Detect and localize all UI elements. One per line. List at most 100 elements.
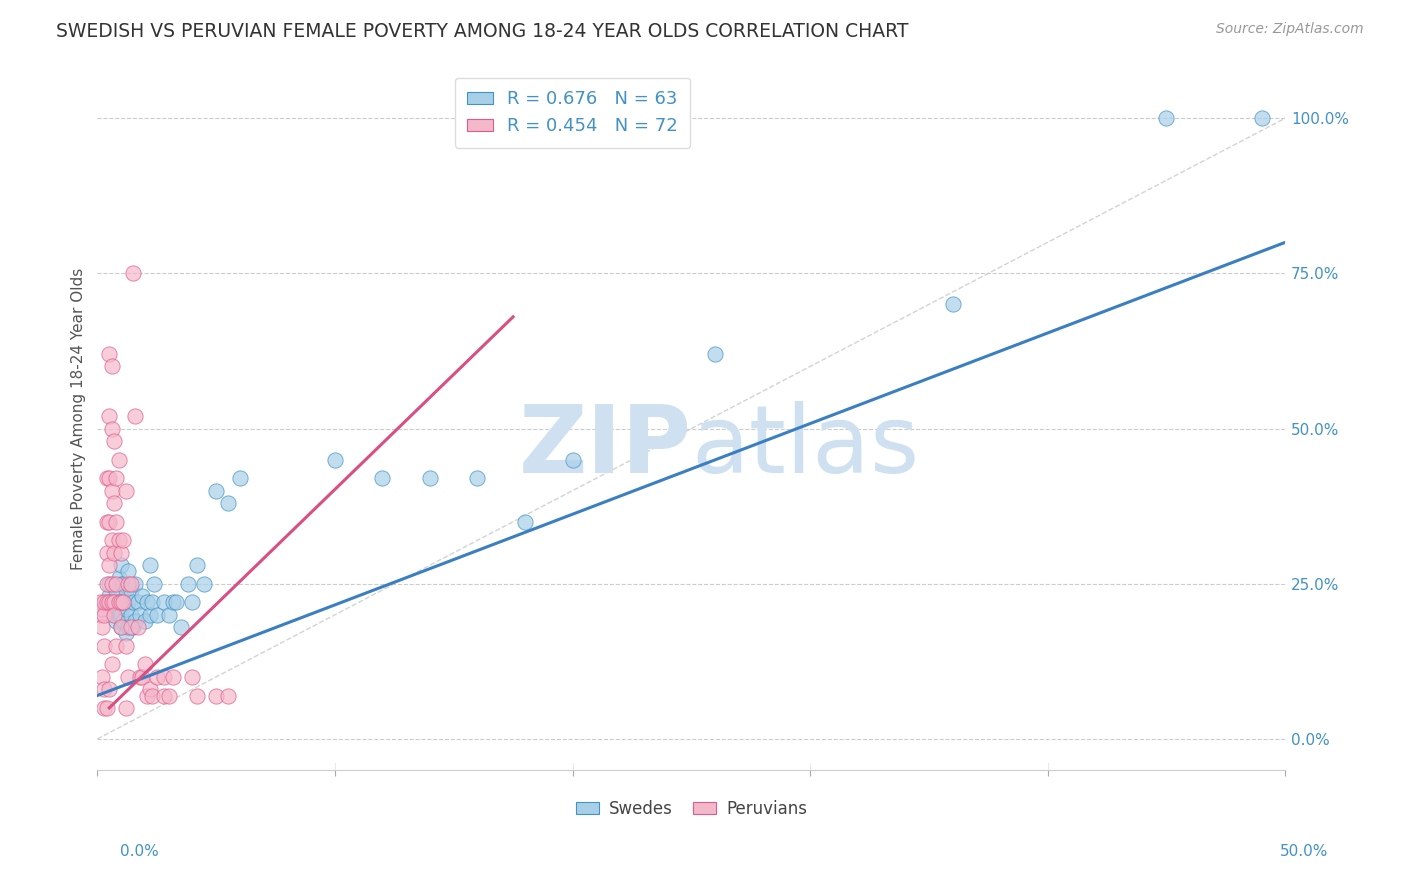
Point (145, 607, 167, 622)
Point (127, 595, 149, 609)
Point (98, 409, 121, 424)
Point (107, 570, 129, 584)
Point (120, 576, 142, 591)
Point (110, 620, 132, 634)
Point (153, 689, 176, 703)
Point (96, 515, 118, 529)
Text: Source: ZipAtlas.com: Source: ZipAtlas.com (1216, 22, 1364, 37)
Point (91, 620, 114, 634)
Text: 50.0%: 50.0% (1281, 845, 1329, 859)
Point (153, 595, 176, 609)
Point (181, 595, 204, 609)
Point (131, 589, 153, 603)
Point (141, 595, 163, 609)
Point (131, 670, 153, 684)
Point (91, 670, 114, 684)
Point (103, 607, 125, 622)
Point (110, 620, 132, 634)
Point (96, 471, 118, 485)
Text: 0.0%: 0.0% (120, 845, 159, 859)
Point (115, 626, 138, 640)
Point (98, 595, 121, 609)
Point (193, 576, 215, 591)
Point (115, 701, 138, 715)
Point (100, 533, 122, 548)
Point (129, 670, 152, 684)
Point (93, 595, 115, 609)
Point (419, 471, 441, 485)
Point (138, 558, 160, 573)
Point (110, 576, 132, 591)
Point (107, 607, 129, 622)
Point (98, 515, 121, 529)
Point (110, 558, 132, 573)
Point (98, 589, 121, 603)
Point (98, 682, 121, 697)
Point (138, 607, 160, 622)
Point (1250, 111, 1272, 125)
Point (93, 701, 115, 715)
Point (127, 620, 149, 634)
Point (1156, 111, 1178, 125)
Point (143, 576, 166, 591)
Point (107, 595, 129, 609)
Point (467, 471, 489, 485)
Legend: Swedes, Peruvians: Swedes, Peruvians (569, 794, 814, 825)
Point (100, 359, 122, 374)
Point (134, 614, 156, 628)
Point (117, 620, 139, 634)
Point (181, 670, 204, 684)
Point (100, 595, 122, 609)
Point (115, 639, 138, 653)
Point (205, 483, 228, 498)
Point (110, 595, 132, 609)
Point (371, 471, 394, 485)
Point (105, 515, 128, 529)
Point (98, 576, 121, 591)
Point (93, 682, 115, 697)
Point (205, 689, 228, 703)
Y-axis label: Female Poverty Among 18-24 Year Olds: Female Poverty Among 18-24 Year Olds (72, 268, 86, 570)
Point (217, 496, 239, 510)
Point (124, 576, 146, 591)
Point (136, 689, 159, 703)
Point (98, 347, 121, 361)
Point (98, 595, 121, 609)
Point (110, 595, 132, 609)
Point (98, 558, 121, 573)
Point (217, 689, 239, 703)
Point (89, 595, 111, 609)
Point (91, 601, 114, 615)
Point (96, 595, 118, 609)
Point (117, 565, 139, 579)
Point (100, 421, 122, 435)
Point (96, 546, 118, 560)
Point (704, 347, 727, 361)
Point (165, 595, 187, 609)
Point (122, 620, 145, 634)
Point (100, 657, 122, 672)
Point (112, 533, 135, 548)
Point (129, 607, 152, 622)
Point (513, 515, 536, 529)
Point (120, 582, 142, 597)
Point (103, 434, 125, 448)
Point (186, 689, 208, 703)
Point (105, 639, 128, 653)
Point (105, 601, 128, 615)
Point (153, 670, 176, 684)
Point (100, 576, 122, 591)
Point (112, 614, 135, 628)
Point (103, 595, 125, 609)
Text: SWEDISH VS PERUVIAN FEMALE POVERTY AMONG 18-24 YEAR OLDS CORRELATION CHART: SWEDISH VS PERUVIAN FEMALE POVERTY AMONG… (56, 22, 908, 41)
Point (134, 657, 156, 672)
Point (162, 670, 184, 684)
Point (105, 471, 128, 485)
Point (105, 582, 128, 597)
Point (103, 607, 125, 622)
Point (110, 607, 132, 622)
Point (93, 639, 115, 653)
Point (124, 409, 146, 424)
Point (107, 533, 129, 548)
Point (100, 483, 122, 498)
